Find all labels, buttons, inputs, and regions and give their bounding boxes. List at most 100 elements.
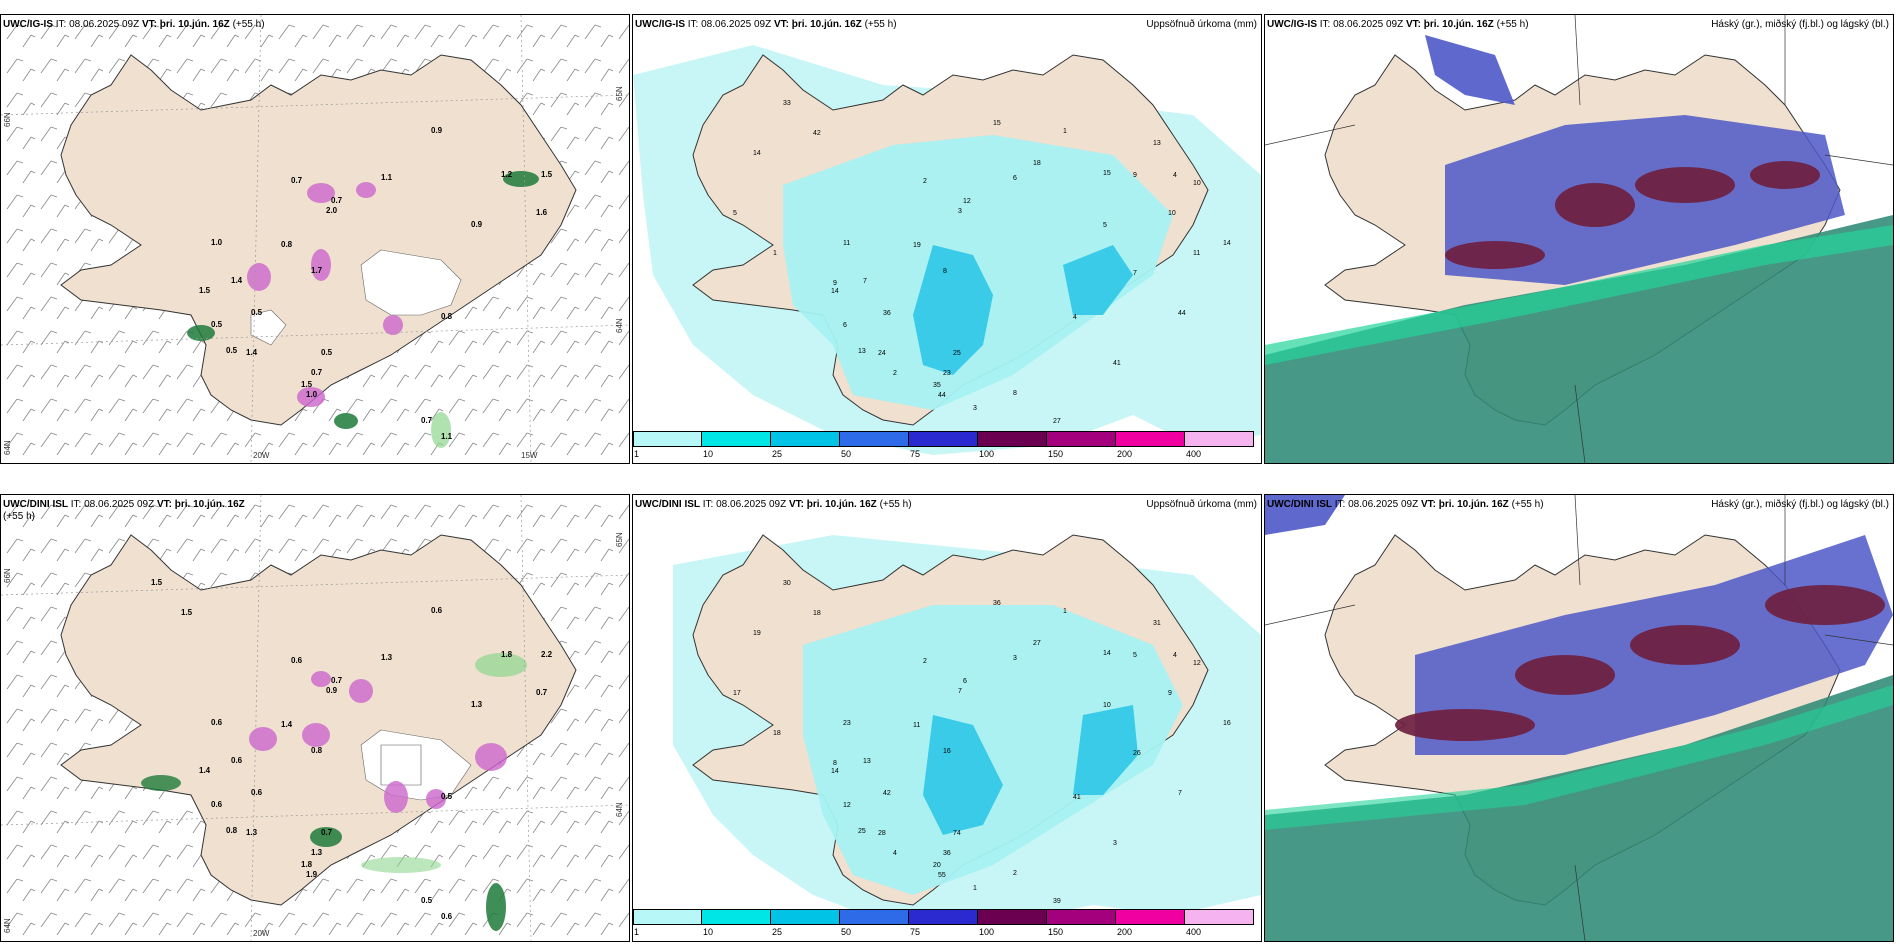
map-value-label: 0.8: [281, 240, 293, 249]
map-value-label: 6: [843, 322, 847, 329]
map-value-label: 1: [773, 250, 777, 257]
lat-label: 65N: [615, 86, 624, 101]
map-value-label: 0.7: [311, 368, 323, 377]
panel-precip-top: 1269412351011197814641324252344273035363…: [632, 14, 1262, 464]
colorbar-tick-label: 75: [910, 927, 921, 937]
colorbar-swatch: [1185, 909, 1254, 925]
field-title: Uppsöfnuð úrkoma (mm): [1146, 499, 1257, 510]
map-value-label: 19: [753, 630, 761, 637]
map-value-label: 33: [783, 100, 791, 107]
map-value-label: 2: [923, 658, 927, 665]
map-value-label: 11: [843, 240, 850, 247]
map-value-label: 41: [1113, 360, 1121, 367]
map-value-label: 7: [1178, 790, 1182, 797]
map-value-label: 0.6: [291, 656, 303, 665]
map-canvas: 1269412351011197814641324252344273035363…: [633, 45, 1261, 455]
colorbar-swatch: [771, 909, 840, 925]
map-value-label: 8: [943, 268, 947, 275]
panel-header: UWC/IG-IS IT: 08.06.2025 09Z VT: þri. 10…: [635, 19, 897, 30]
map-value-label: 12: [1193, 660, 1201, 667]
colorbar-tick-label: 50: [841, 449, 852, 459]
high-cloud: [1395, 585, 1885, 741]
map-value-label: 1.6: [536, 208, 548, 217]
map-value-label: 14: [1223, 240, 1231, 247]
map-value-label: 41: [1073, 794, 1081, 801]
precip-field-mid: [803, 605, 1183, 895]
map-value-label: 14: [753, 150, 761, 157]
colorbar-tick-label: 400: [1186, 927, 1202, 937]
map-value-label: 0.6: [251, 788, 263, 797]
map-value-label: 17: [733, 690, 741, 697]
map-value-label: 1.4: [199, 766, 211, 775]
map-value-label: 1.1: [441, 432, 453, 441]
map-value-label: 0.7: [331, 196, 343, 205]
map-value-label: 5: [733, 210, 737, 217]
iceland-landmass: [60, 54, 577, 426]
map-value-label: 1.5: [301, 380, 313, 389]
map-canvas: 1235467109231113161412412528743655392320…: [673, 534, 1261, 925]
map-value-label: 15: [1103, 170, 1111, 177]
colorbar-tick-label: 75: [910, 449, 921, 459]
lon-label: 20W: [253, 929, 270, 938]
panel-header: UWC/DINI ISL IT: 08.06.2025 09Z VT: þri.…: [1267, 499, 1544, 510]
map-canvas: [1265, 15, 1893, 463]
precip-field-high-east: [1073, 705, 1138, 795]
map-canvas: 0.60.6 1.3 1.8 2.20.70.91.30.70.6 1.40.60.81…: [1, 495, 629, 941]
map-value-label: 1.0: [306, 390, 318, 399]
colorbar-tick-label: 1: [634, 927, 640, 937]
map-value-label: 25: [858, 828, 866, 835]
map-value-label: 0.5: [321, 348, 333, 357]
low-cloud: [1265, 215, 1893, 463]
map-value-label: 0.7: [536, 688, 548, 697]
map-value-label: 36: [993, 600, 1001, 607]
map-value-label: 36: [943, 850, 951, 857]
map-value-label: 1.3: [246, 828, 258, 837]
map-value-label: 1.3: [471, 700, 483, 709]
map-value-label: 1.5: [541, 170, 553, 179]
map-value-label: 0.6: [211, 800, 223, 809]
colorbar-tick-label: 200: [1117, 449, 1133, 459]
map-value-label: 15: [993, 120, 1001, 127]
map-value-label: 14: [1103, 650, 1111, 657]
colorbar-swatch: [1047, 431, 1116, 447]
map-value-label: 0.6: [211, 718, 223, 727]
map-value-label: 20: [933, 862, 941, 869]
colorbar-tick-label: 100: [979, 927, 995, 937]
map-value-label: 0.6: [441, 912, 453, 921]
map-value-label: 0.8: [441, 312, 453, 321]
precip-colorbar: [633, 909, 1254, 925]
map-value-label: 0.5: [421, 896, 433, 905]
map-value-label: 0.5: [226, 346, 238, 355]
map-value-label: 13: [863, 758, 871, 765]
lat-label: 66N: [3, 568, 12, 583]
mid-cloud: [1265, 495, 1345, 535]
map-value-label: 8: [1013, 390, 1017, 397]
map-value-label: 1: [1063, 608, 1067, 615]
colorbar-swatch: [702, 909, 771, 925]
map-value-label: 42: [883, 790, 891, 797]
map-value-label: 13: [858, 348, 866, 355]
map-value-label: 4: [1073, 314, 1077, 321]
map-value-label: 18: [1033, 160, 1041, 167]
map-value-label: 0.7: [421, 416, 433, 425]
colorbar-tick-label: 400: [1186, 449, 1202, 459]
map-value-label: 3: [973, 405, 977, 412]
lat-label: 65N: [615, 532, 624, 547]
map-value-label: 1.9: [306, 870, 318, 879]
lon-label: 15W: [521, 451, 538, 460]
map-value-label: 10: [1103, 702, 1111, 709]
colorbar-tick-label: 50: [841, 927, 852, 937]
colorbar-swatch: [771, 431, 840, 447]
colorbar-tick-label: 150: [1048, 927, 1064, 937]
map-value-label: 1.4: [281, 720, 293, 729]
map-value-label: 7: [958, 688, 962, 695]
shower-cells: [187, 171, 539, 448]
high-cloud: [1445, 161, 1820, 269]
map-value-label: 5: [1133, 652, 1137, 659]
low-cloud-bright: [1265, 685, 1893, 830]
map-value-label: 2: [1013, 870, 1017, 877]
map-value-label: 4: [893, 850, 897, 857]
map-value-label: 12: [843, 802, 851, 809]
precip-field-high: [913, 245, 993, 375]
panel-wind-showers-top: 0.9 0.7 1.1 1.2 1.5 0.7 2.0 0.9 1.6 1.0 0.8 1.4 1.7 1…: [0, 14, 630, 464]
